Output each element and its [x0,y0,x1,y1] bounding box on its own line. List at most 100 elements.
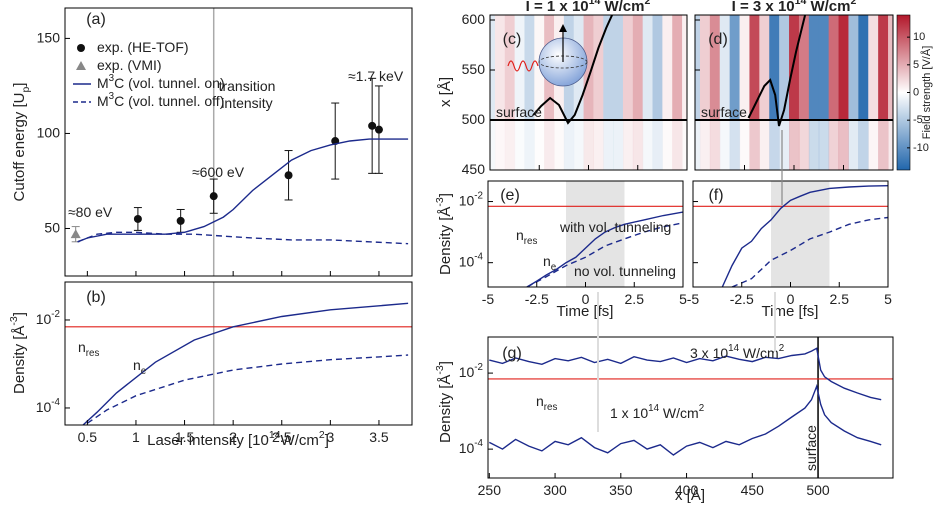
panel-label: (d) [708,31,728,48]
panel-5: -5 -2.5 0 2.5 5 (f) Time [fs] [687,180,892,320]
heat-cell [642,120,654,170]
heat-cell [662,15,673,120]
series-line [77,231,409,245]
heat-cell [769,15,780,120]
heat-cell [490,15,496,120]
heat-cell [524,120,535,170]
marker [70,229,81,239]
annotation: surface [701,104,747,120]
heat-cell [848,15,859,120]
heat-cell [563,120,575,170]
y-tick-label: 550 [462,61,486,77]
annotation: surface [496,104,542,120]
y-tick-label: 10-4 [459,438,484,456]
series-line [87,354,409,424]
series-line [489,347,882,401]
heat-cell [709,15,721,120]
heat-cell [699,120,711,170]
plot-area [488,337,893,478]
series-line [747,15,807,127]
heat-cell [652,120,663,170]
panel-label: (c) [503,31,522,48]
x-tick-label: 500 [806,482,830,498]
colorbar-tick-label: -10 [913,142,929,154]
legend-label: exp. (HE-TOF) [97,39,189,55]
heat-cell [818,120,830,170]
y-axis-label: Density [Å-3] [434,193,454,275]
heat-cell [662,120,673,170]
heat-cell [672,120,683,170]
annotation: transition [219,78,276,94]
heat-cell [759,120,770,170]
x-tick-label: 1 [132,429,140,445]
marker [368,121,377,130]
heat-cell [652,15,663,120]
y-axis-label: Cutoff energy [Up] [11,83,32,202]
annotation: nres [516,227,538,247]
heat-cell [573,120,585,170]
heat-cell [490,120,496,170]
heat-cell [622,15,634,120]
heat-cell [858,120,869,170]
heat-cell [695,120,701,170]
colorbar-tick-label: -5 [913,114,923,126]
x-tick-label: 0 [582,291,590,307]
series-line [77,138,409,243]
heat-cell [554,120,565,170]
panel-4: -5 -2.5 0 2.5 5 10-4 10-2 (e) Time [fs] Density [… [434,180,687,320]
colorbar-tick-label: 10 [913,31,925,43]
y-tick-label: 10-2 [459,362,483,380]
heat-cell [749,15,760,120]
x-tick-label: 2.5 [830,291,850,307]
heat-cell [739,120,750,170]
panel-label: (b) [86,289,106,306]
marker [284,171,293,180]
heat-cell [848,120,859,170]
panel-label: (e) [500,187,520,204]
heat-cell [622,120,634,170]
frame [64,7,413,277]
x-tick-label: -2.5 [730,291,754,307]
heat-cell [603,15,614,120]
pulse-icon [507,60,539,72]
heat-cell [789,15,800,120]
shade [566,181,625,287]
annotation: nres [78,339,100,359]
y-axis-label: x [Å] [437,77,454,107]
panel-1: 0.5 1 1.5 2 2.5 3 3.5 10-4 10-2 (b) Laser intensit… [8,281,413,449]
heat-cell [808,120,820,170]
x-tick-label: 0 [787,291,795,307]
heat-cell [524,15,535,120]
heat-cell [494,120,506,170]
heat-cell [769,120,780,170]
annotation: ne [133,357,147,377]
overlay [507,24,783,432]
heat-cell [534,120,545,170]
annotation: nres [536,393,558,413]
x-tick-label: 350 [609,482,633,498]
heat-cell [603,120,614,170]
x-tick-label: -2.5 [525,291,549,307]
heat-cell [494,15,506,120]
annotation: 3 x 1014 W/cm2 [690,343,784,361]
marker [133,214,142,223]
legend-marker [77,44,85,52]
heat-cell [709,120,721,170]
heat-cell [514,120,525,170]
heat-cell [719,120,731,170]
series-line [721,185,888,287]
x-tick-label: 2.5 [625,291,645,307]
plot-area [693,181,888,287]
heat-cell [672,15,683,120]
heat-cell [682,15,687,120]
x-tick-label: 0.5 [78,429,98,445]
y-tick-label: 10-4 [459,252,484,270]
heat-cell [888,120,893,170]
panel-label: (a) [86,11,106,28]
heat-cell [838,15,849,120]
heat-cell [888,15,893,120]
heat-cell [878,120,889,170]
heat-cell [593,15,604,120]
